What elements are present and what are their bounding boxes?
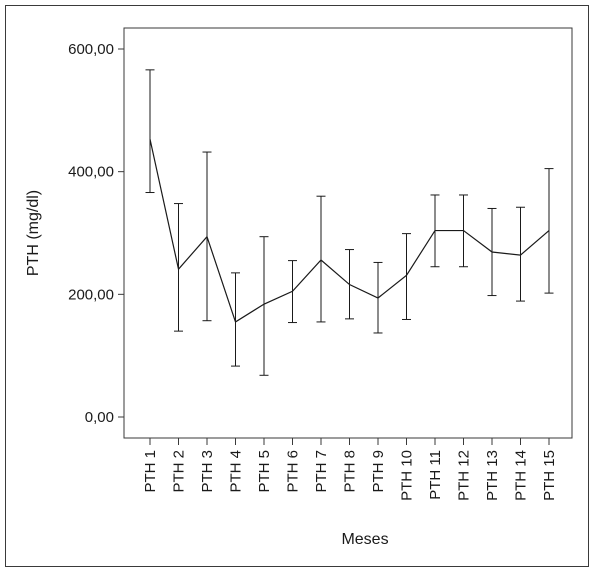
x-tick-label: PTH 10 xyxy=(399,450,416,501)
x-tick-label: PTH 9 xyxy=(370,450,387,493)
x-tick-label: PTH 3 xyxy=(199,450,216,493)
x-tick-label: PTH 15 xyxy=(541,450,558,501)
error-bar xyxy=(145,69,155,194)
series-line xyxy=(149,139,550,323)
x-tick-label: PTH 4 xyxy=(228,450,245,493)
error-bar xyxy=(402,233,411,320)
x-axis-title: Meses xyxy=(341,531,388,548)
x-tick-label: PTH 6 xyxy=(285,450,302,493)
y-axis-title: PTH (mg/dl) xyxy=(25,190,42,276)
error-bars xyxy=(145,69,554,376)
x-tick-label: PTH 5 xyxy=(256,450,273,493)
y-axis: 0,00 200,00 400,00 600,00 xyxy=(68,41,125,426)
x-tick-label: PTH 14 xyxy=(513,450,530,501)
x-tick-label: PTH 13 xyxy=(484,450,501,501)
x-tick-label: PTH 12 xyxy=(456,450,473,501)
error-bar xyxy=(516,206,525,302)
y-tick-label: 400,00 xyxy=(68,164,114,181)
x-tick-label: PTH 2 xyxy=(171,450,188,493)
error-bar xyxy=(316,195,326,323)
y-tick-label: 600,00 xyxy=(68,41,114,58)
plot-area-border xyxy=(123,27,573,439)
error-bar xyxy=(259,236,269,376)
x-axis: PTH 1 PTH 2 PTH 3 PTH 4 PTH 5 PTH 6 PTH 7 PTH 8… xyxy=(142,437,558,501)
x-tick-label: PTH 11 xyxy=(427,450,444,500)
x-tick-label: PTH 7 xyxy=(313,450,330,493)
x-tick-label: PTH 1 xyxy=(142,450,159,493)
error-bar xyxy=(231,272,240,367)
x-tick-label: PTH 8 xyxy=(342,450,359,493)
y-tick-label: 0,00 xyxy=(85,409,114,426)
y-tick-label: 200,00 xyxy=(68,286,114,303)
